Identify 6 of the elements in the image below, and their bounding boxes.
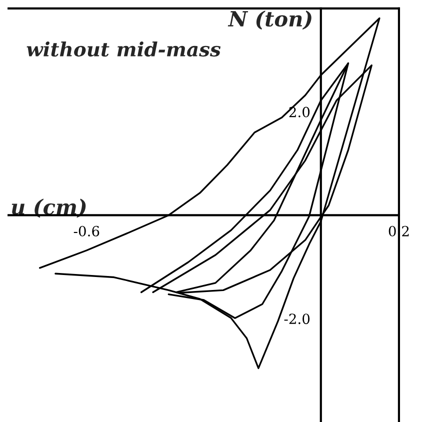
x-tick-label: -0.6	[74, 226, 100, 236]
annotation: without mid-mass	[26, 42, 221, 57]
x-axis-title: u (cm)	[12, 198, 86, 218]
y-tick-label: -2.0	[284, 314, 310, 324]
y-axis-title: N (ton)	[228, 10, 312, 30]
y-tick-label: 2.0	[289, 106, 310, 118]
